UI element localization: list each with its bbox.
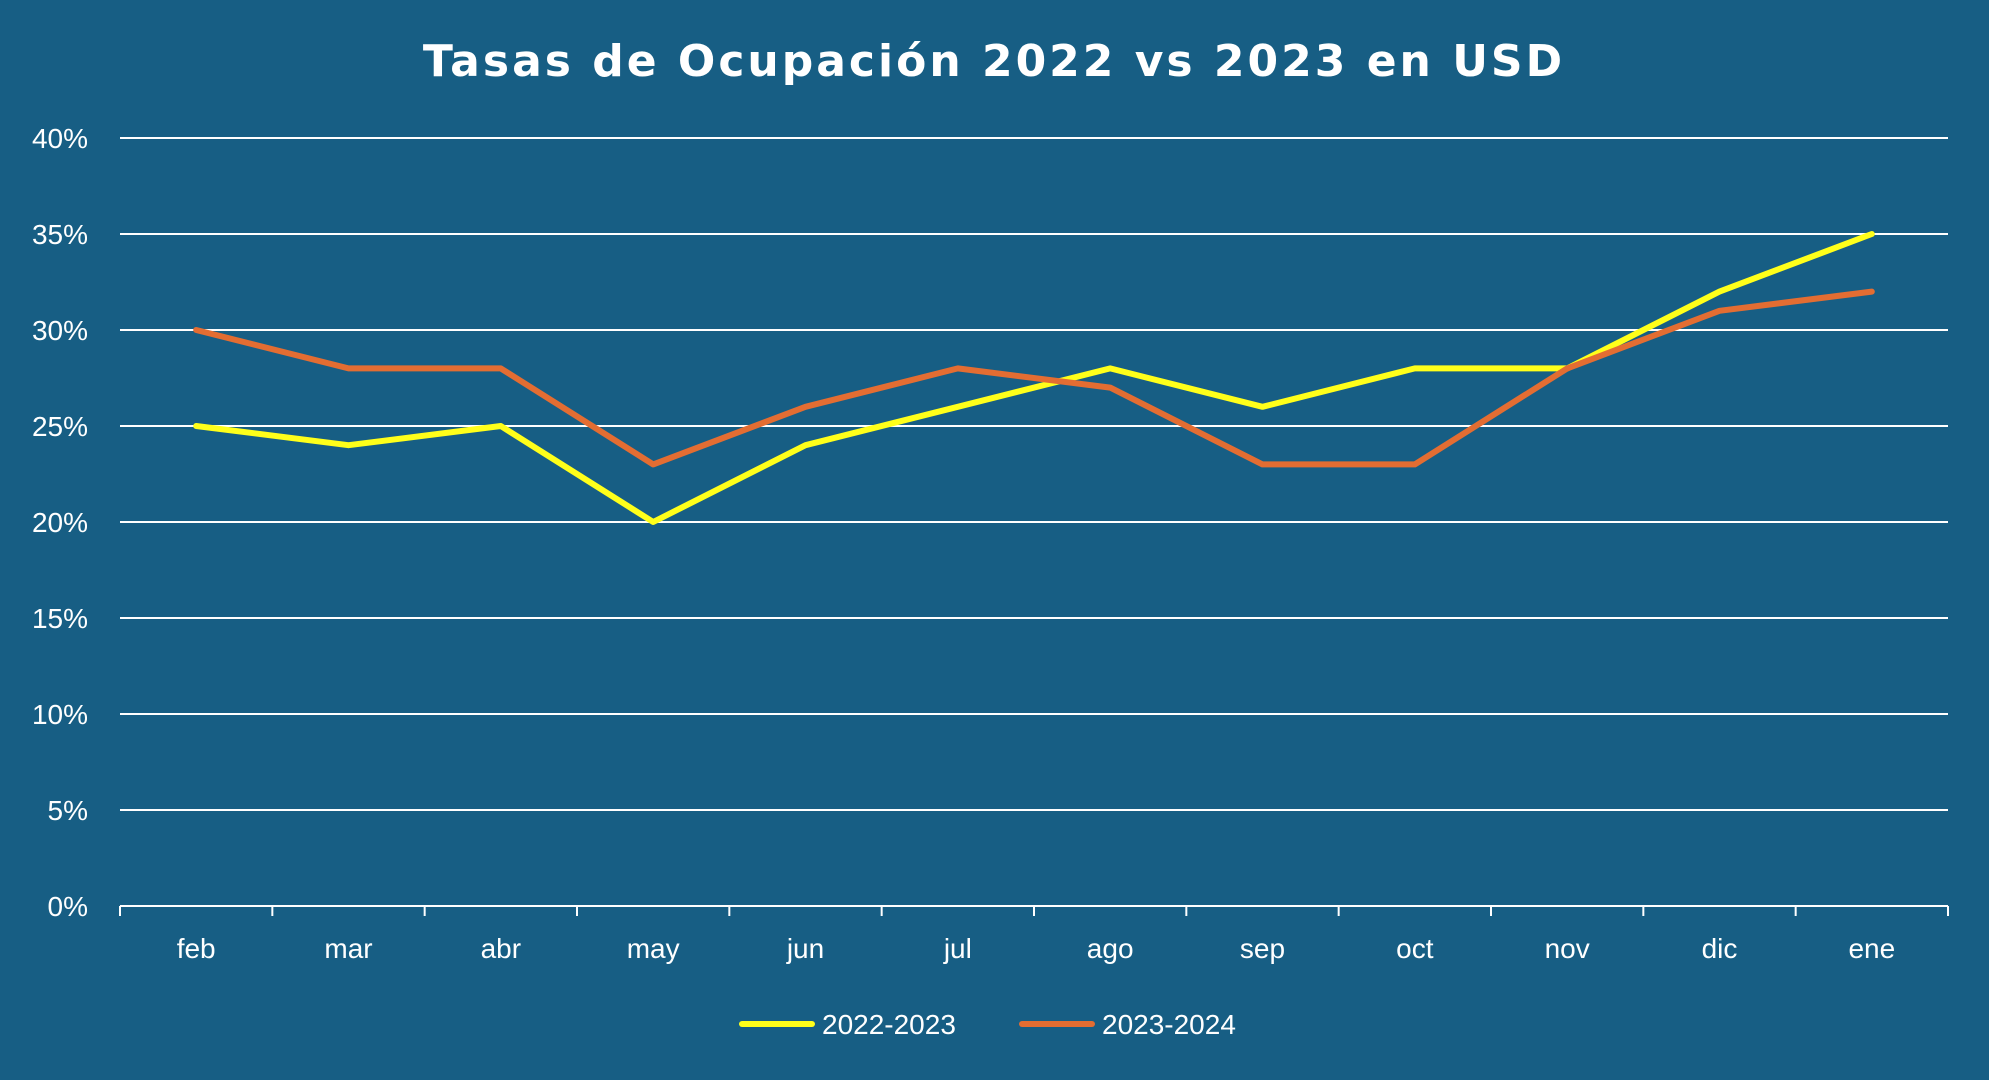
chart-title: Tasas de Ocupación 2022 vs 2023 en USD — [423, 36, 1565, 87]
x-tick-label: jul — [943, 933, 972, 964]
y-tick-label: 35% — [32, 219, 88, 250]
y-tick-label: 10% — [32, 699, 88, 730]
x-tick-label: dic — [1702, 933, 1738, 964]
legend-label: 2022-2023 — [822, 1009, 956, 1040]
legend: 2022-2023 2023-2024 — [739, 1009, 1236, 1040]
x-axis — [119, 905, 1949, 916]
x-tick-label: feb — [177, 933, 216, 964]
y-tick-label: 0% — [48, 891, 88, 922]
legend-label: 2023-2024 — [1102, 1009, 1236, 1040]
x-axis-tick-labels: feb mar abr may jun jul ago sep oct nov dic ene — [177, 933, 1895, 964]
y-tick-label: 20% — [32, 507, 88, 538]
gridlines — [120, 137, 1948, 811]
x-tick-label: jun — [786, 933, 824, 964]
series-lines — [193, 231, 1875, 525]
x-tick-label: nov — [1545, 933, 1590, 964]
x-tick-label: sep — [1240, 933, 1285, 964]
x-tick-label: mar — [324, 933, 372, 964]
series-line-2 — [193, 288, 1875, 468]
x-tick-label: oct — [1396, 933, 1434, 964]
y-tick-label: 40% — [32, 123, 88, 154]
x-tick-label: may — [627, 933, 680, 964]
y-tick-label: 5% — [48, 795, 88, 826]
y-tick-label: 25% — [32, 411, 88, 442]
y-tick-label: 15% — [32, 603, 88, 634]
x-tick-label: ene — [1848, 933, 1895, 964]
x-tick-label: ago — [1087, 933, 1134, 964]
y-axis-tick-labels: 0% 5% 10% 15% 20% 25% 30% 35% 40% — [32, 123, 88, 922]
y-tick-label: 30% — [32, 315, 88, 346]
x-tick-label: abr — [481, 933, 521, 964]
